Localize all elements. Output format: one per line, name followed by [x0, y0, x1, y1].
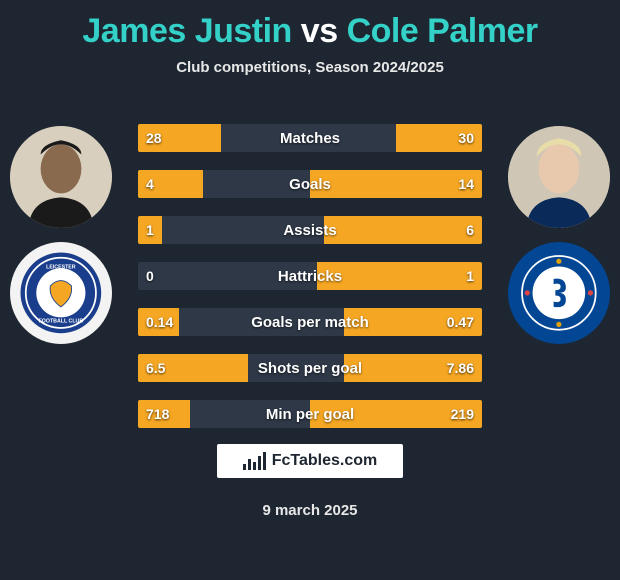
stat-value-left: 28: [138, 124, 170, 152]
stat-value-left: 6.5: [138, 354, 173, 382]
title-player2: Cole Palmer: [347, 12, 538, 50]
stat-row: Hattricks0 1: [138, 262, 482, 290]
stat-row: Min per goal718 219: [138, 400, 482, 428]
stat-value-left: 4: [138, 170, 162, 198]
stat-label: Assists: [138, 216, 482, 244]
stats-container: Matches2830Goals414Assists16Hattricks01G…: [138, 124, 482, 446]
title-player1: James Justin: [82, 12, 291, 50]
stat-value-left: 0: [138, 262, 162, 290]
stat-label: Shots per goal: [138, 354, 482, 382]
stat-value-right: 6: [458, 216, 482, 244]
stat-value-right: 30: [450, 124, 482, 152]
stat-row: Shots per goal6.5 7.86: [138, 354, 482, 382]
stat-value-right: 14: [450, 170, 482, 198]
brand-logo: FcTables.com: [217, 444, 403, 478]
stat-value-left: 1: [138, 216, 162, 244]
brand-bars-icon: [243, 452, 266, 470]
stat-row: Goals4 14: [138, 170, 482, 198]
player1-club-badge: LEICESTER FOOTBALL CLUB: [10, 242, 112, 344]
comparison-title: James Justin vs Cole Palmer: [0, 0, 620, 51]
stat-row: Assists1 6: [138, 216, 482, 244]
stat-value-left: 0.14: [138, 308, 181, 336]
stat-value-right: 0.47: [439, 308, 482, 336]
player2-photo: [508, 126, 610, 228]
stat-label: Matches: [138, 124, 482, 152]
svg-text:FOOTBALL CLUB: FOOTBALL CLUB: [39, 319, 84, 325]
stat-row: Matches28 30: [138, 124, 482, 152]
brand-text: FcTables.com: [272, 452, 378, 470]
stat-label: Goals: [138, 170, 482, 198]
stat-label: Hattricks: [138, 262, 482, 290]
stat-label: Goals per match: [138, 308, 482, 336]
stat-value-left: 718: [138, 400, 177, 428]
date-label: 9 march 2025: [0, 502, 620, 519]
stat-value-right: 219: [443, 400, 482, 428]
stat-value-right: 1: [458, 262, 482, 290]
stat-label: Min per goal: [138, 400, 482, 428]
stat-value-right: 7.86: [439, 354, 482, 382]
stat-row: Goals per match0.14 0.47: [138, 308, 482, 336]
player1-photo: [10, 126, 112, 228]
svg-text:LEICESTER: LEICESTER: [46, 264, 76, 270]
player2-club-badge: [508, 242, 610, 344]
subtitle: Club competitions, Season 2024/2025: [0, 59, 620, 76]
title-connector: vs: [292, 12, 347, 50]
